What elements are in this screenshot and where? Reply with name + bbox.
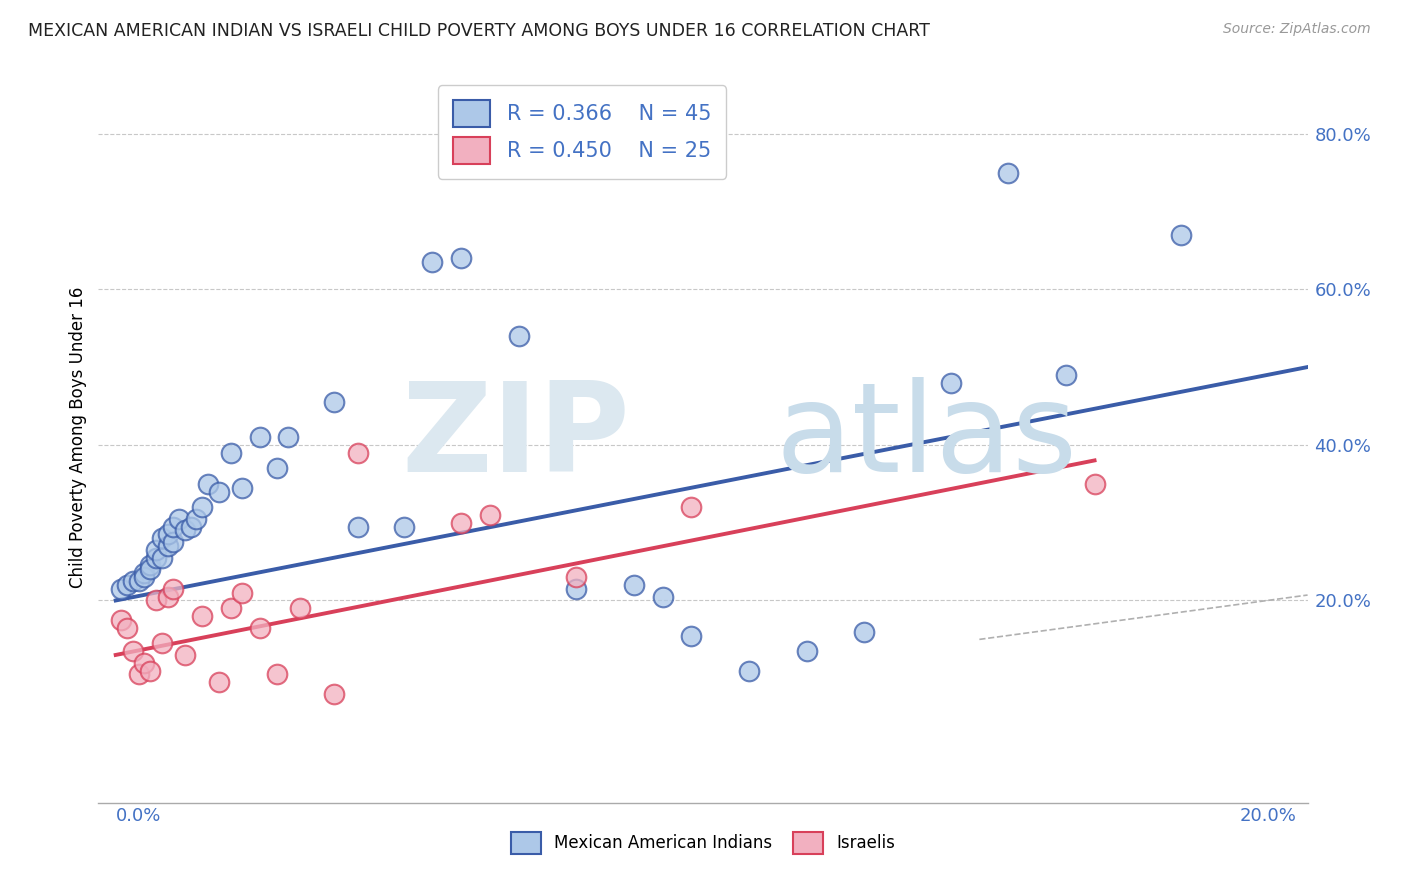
Point — [156, 539, 179, 553]
Text: ZIP: ZIP — [402, 376, 630, 498]
Point — [651, 590, 673, 604]
Point — [145, 593, 167, 607]
Point — [122, 574, 145, 588]
Point — [796, 644, 818, 658]
Point — [997, 165, 1019, 179]
Point — [392, 519, 415, 533]
Point — [208, 675, 231, 690]
Point — [231, 585, 253, 599]
Point — [139, 664, 162, 678]
Text: 0.0%: 0.0% — [115, 806, 162, 825]
Point — [186, 512, 208, 526]
Point — [150, 636, 173, 650]
Point — [134, 656, 156, 670]
Point — [738, 664, 761, 678]
Point — [249, 621, 271, 635]
Point — [346, 519, 368, 533]
Point — [219, 601, 242, 615]
Point — [1054, 368, 1077, 382]
Point — [508, 329, 530, 343]
Point — [162, 519, 184, 533]
Point — [191, 500, 214, 515]
Point — [139, 558, 162, 573]
Text: atlas: atlas — [776, 376, 1077, 498]
Point — [173, 524, 195, 538]
Point — [115, 621, 138, 635]
Point — [266, 667, 288, 681]
Text: MEXICAN AMERICAN INDIAN VS ISRAELI CHILD POVERTY AMONG BOYS UNDER 16 CORRELATION: MEXICAN AMERICAN INDIAN VS ISRAELI CHILD… — [28, 22, 929, 40]
Point — [145, 542, 167, 557]
Text: 20.0%: 20.0% — [1239, 806, 1296, 825]
Point — [191, 609, 214, 624]
Point — [219, 445, 242, 459]
Point — [150, 531, 173, 545]
Text: Source: ZipAtlas.com: Source: ZipAtlas.com — [1223, 22, 1371, 37]
Point — [288, 601, 311, 615]
Point — [128, 574, 150, 588]
Point — [450, 251, 472, 265]
Point — [173, 648, 195, 662]
Point — [231, 481, 253, 495]
Point — [346, 445, 368, 459]
Point — [156, 527, 179, 541]
Point — [450, 516, 472, 530]
Point — [115, 578, 138, 592]
Point — [277, 430, 299, 444]
Y-axis label: Child Poverty Among Boys Under 16: Child Poverty Among Boys Under 16 — [69, 286, 87, 588]
Point — [1170, 227, 1192, 242]
Legend: Mexican American Indians, Israelis: Mexican American Indians, Israelis — [505, 826, 901, 860]
Point — [134, 566, 156, 581]
Point — [167, 512, 190, 526]
Point — [681, 628, 703, 642]
Point — [150, 550, 173, 565]
Point — [323, 395, 346, 409]
Point — [145, 550, 167, 565]
Point — [478, 508, 501, 522]
Point — [110, 613, 132, 627]
Point — [249, 430, 271, 444]
Point — [565, 582, 588, 596]
Point — [180, 519, 202, 533]
Point — [156, 590, 179, 604]
Point — [162, 582, 184, 596]
Point — [623, 578, 645, 592]
Point — [197, 476, 219, 491]
Point — [266, 461, 288, 475]
Point — [323, 687, 346, 701]
Point — [208, 484, 231, 499]
Point — [139, 562, 162, 576]
Point — [1083, 476, 1105, 491]
Point — [134, 570, 156, 584]
Point — [110, 582, 132, 596]
Point — [565, 570, 588, 584]
Point — [162, 535, 184, 549]
Point — [681, 500, 703, 515]
Point — [122, 644, 145, 658]
Point — [128, 667, 150, 681]
Point — [422, 255, 444, 269]
Point — [853, 624, 876, 639]
Point — [939, 376, 962, 390]
